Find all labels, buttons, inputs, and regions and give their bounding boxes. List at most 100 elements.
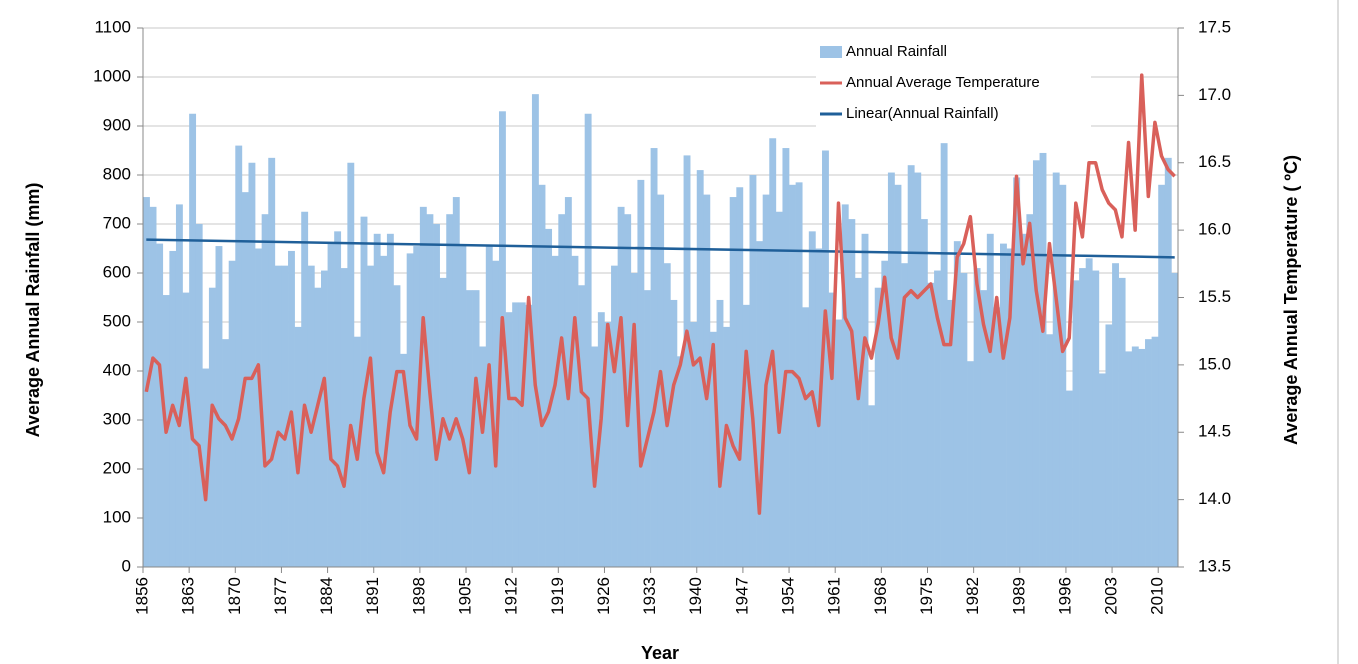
bar <box>248 162 256 567</box>
bar <box>1059 184 1067 568</box>
bar <box>683 155 691 567</box>
x-tick-label: 1975 <box>917 577 936 615</box>
bar <box>334 231 342 567</box>
bar <box>1151 336 1159 567</box>
x-tick-label: 1989 <box>1009 577 1028 615</box>
y-tick-label: 0 <box>122 556 131 575</box>
bar <box>340 268 348 567</box>
x-tick-label: 1982 <box>963 577 982 615</box>
bar <box>630 273 638 567</box>
bar <box>1092 270 1100 567</box>
bar <box>624 214 632 567</box>
y-tick-label: 500 <box>103 311 131 330</box>
bar <box>222 339 230 567</box>
bar <box>986 233 994 568</box>
bar <box>993 307 1001 567</box>
bar <box>604 322 612 567</box>
x-axis-title: Year <box>641 643 679 663</box>
legend-swatch <box>820 46 842 58</box>
bar <box>149 206 157 567</box>
bar <box>1098 373 1106 567</box>
bar <box>320 270 328 567</box>
bar <box>775 211 783 567</box>
bar <box>940 143 948 567</box>
x-tick-label: 1884 <box>317 577 336 615</box>
bar <box>835 319 843 567</box>
bar <box>907 165 915 567</box>
x-tick-label: 1891 <box>363 577 382 615</box>
bar <box>841 204 849 567</box>
legend-box <box>816 40 1091 132</box>
x-tick-label: 1898 <box>409 577 428 615</box>
bar <box>749 175 757 567</box>
bar <box>973 268 981 567</box>
bar <box>1085 258 1093 567</box>
bar <box>452 197 460 568</box>
bar <box>736 187 744 567</box>
bar <box>446 214 454 567</box>
x-tick-label: 1933 <box>640 577 659 615</box>
y-tick-label: 900 <box>103 115 131 134</box>
bar <box>314 287 322 567</box>
y-tick-label: 100 <box>103 507 131 526</box>
bar <box>1112 263 1119 567</box>
x-tick-label: 1947 <box>732 577 751 615</box>
y2-tick-label: 16.0 <box>1198 220 1231 239</box>
bar <box>703 194 711 567</box>
bar <box>1006 248 1014 567</box>
y-tick-label: 400 <box>103 360 131 379</box>
bar <box>1000 243 1007 567</box>
bar <box>261 214 269 567</box>
bar <box>967 361 974 567</box>
x-tick-label: 1961 <box>825 577 844 615</box>
y-tick-label: 1000 <box>93 66 131 85</box>
bar <box>367 265 375 567</box>
x-tick-label: 1940 <box>686 577 705 615</box>
bar <box>874 287 882 567</box>
bar <box>901 263 909 567</box>
y2-tick-label: 15.0 <box>1198 354 1231 373</box>
bar <box>617 206 625 567</box>
trend-line <box>146 238 1175 259</box>
bar <box>729 197 737 568</box>
y-tick-label: 200 <box>103 458 131 477</box>
x-tick-label: 2003 <box>1102 577 1121 615</box>
bar <box>175 204 183 567</box>
bar <box>433 224 440 567</box>
temperature-line <box>144 73 1176 515</box>
bar <box>1164 157 1172 567</box>
bar <box>307 265 315 567</box>
bar <box>1046 334 1054 567</box>
bar <box>1052 172 1060 568</box>
bar <box>690 322 698 567</box>
bar <box>934 270 941 567</box>
bar <box>182 292 190 567</box>
x-tick-label: 1926 <box>594 577 613 615</box>
bar <box>1105 324 1113 567</box>
legend-label: Linear(Annual Rainfall) <box>846 105 999 122</box>
bar <box>1125 351 1133 567</box>
x-tick-label: 1870 <box>225 577 244 615</box>
bar <box>789 184 796 568</box>
x-tick-label: 1863 <box>179 577 198 615</box>
bar <box>406 253 414 567</box>
bar <box>854 277 862 567</box>
bar <box>479 346 487 567</box>
bar <box>1072 280 1080 567</box>
bar <box>953 241 961 567</box>
bar <box>716 299 724 567</box>
bar <box>301 211 309 567</box>
bar <box>268 157 276 567</box>
legend-label: Annual Rainfall <box>846 43 947 60</box>
bar <box>531 94 539 568</box>
y2-tick-label: 17.5 <box>1198 17 1231 36</box>
bar <box>1026 214 1034 567</box>
bar <box>1032 160 1040 568</box>
legend-label: Annual Average Temperature <box>846 74 1040 91</box>
bar <box>347 162 355 567</box>
bar <box>518 302 526 567</box>
y2-tick-label: 13.5 <box>1198 556 1231 575</box>
bar <box>1019 233 1027 568</box>
bar <box>485 246 493 568</box>
bar <box>578 285 585 567</box>
